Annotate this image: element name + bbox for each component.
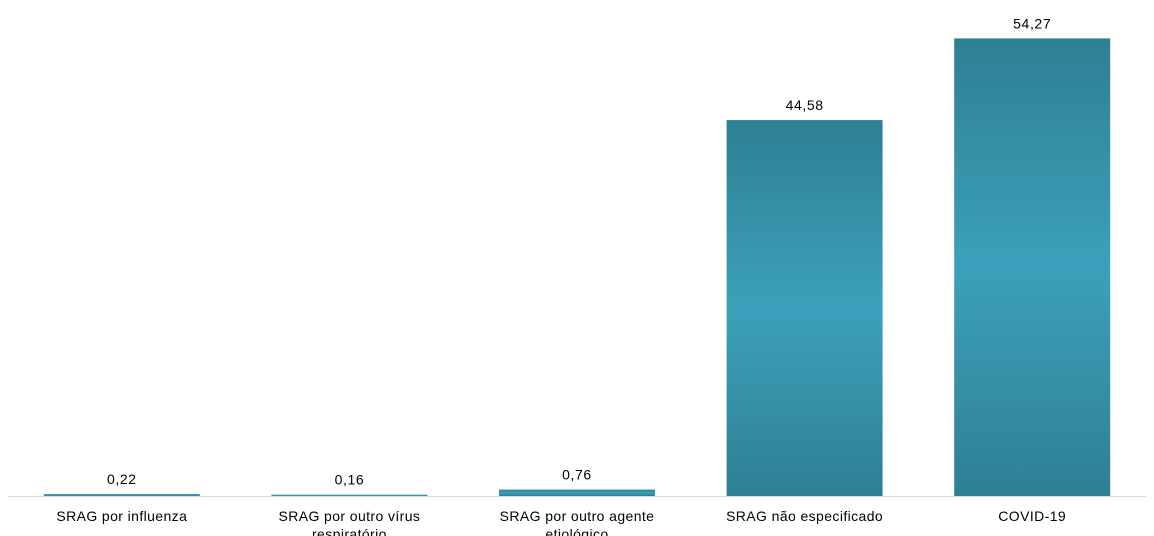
- category-label-3: SRAG por outro agente etiológico: [500, 508, 655, 536]
- category-label-line: SRAG não especificado: [726, 508, 883, 524]
- bar-5: [954, 38, 1111, 497]
- category-labels-layer: SRAG por influenza SRAG por outro vírus re…: [56, 508, 1066, 536]
- bar-3: [499, 489, 655, 496]
- value-label-1: 0,22: [107, 471, 137, 487]
- value-label-4: 44,58: [786, 97, 824, 113]
- bar-1: [43, 494, 200, 496]
- category-label-5: COVID-19: [998, 508, 1066, 524]
- value-label-2: 0,16: [335, 472, 365, 488]
- value-labels-layer: 0,22 0,16 0,76 44,58 54,27: [107, 15, 1051, 487]
- bar-4: [726, 120, 883, 496]
- category-label-2: SRAG por outro vírus respiratório: [278, 508, 420, 536]
- value-label-3: 0,76: [562, 467, 592, 483]
- category-label-line: SRAG por outro vírus: [278, 508, 420, 524]
- category-label-line: COVID-19: [998, 508, 1066, 524]
- category-label-4: SRAG não especificado: [726, 508, 883, 524]
- category-label-line: SRAG por influenza: [56, 508, 187, 524]
- value-label-5: 54,27: [1013, 15, 1051, 31]
- category-label-line: SRAG por outro agente: [500, 508, 655, 524]
- bar-2: [271, 494, 428, 496]
- category-label-line: respiratório: [312, 526, 387, 536]
- bars-layer: [43, 38, 1111, 497]
- category-label-line: etiológico: [545, 526, 608, 536]
- category-label-1: SRAG por influenza: [56, 508, 187, 524]
